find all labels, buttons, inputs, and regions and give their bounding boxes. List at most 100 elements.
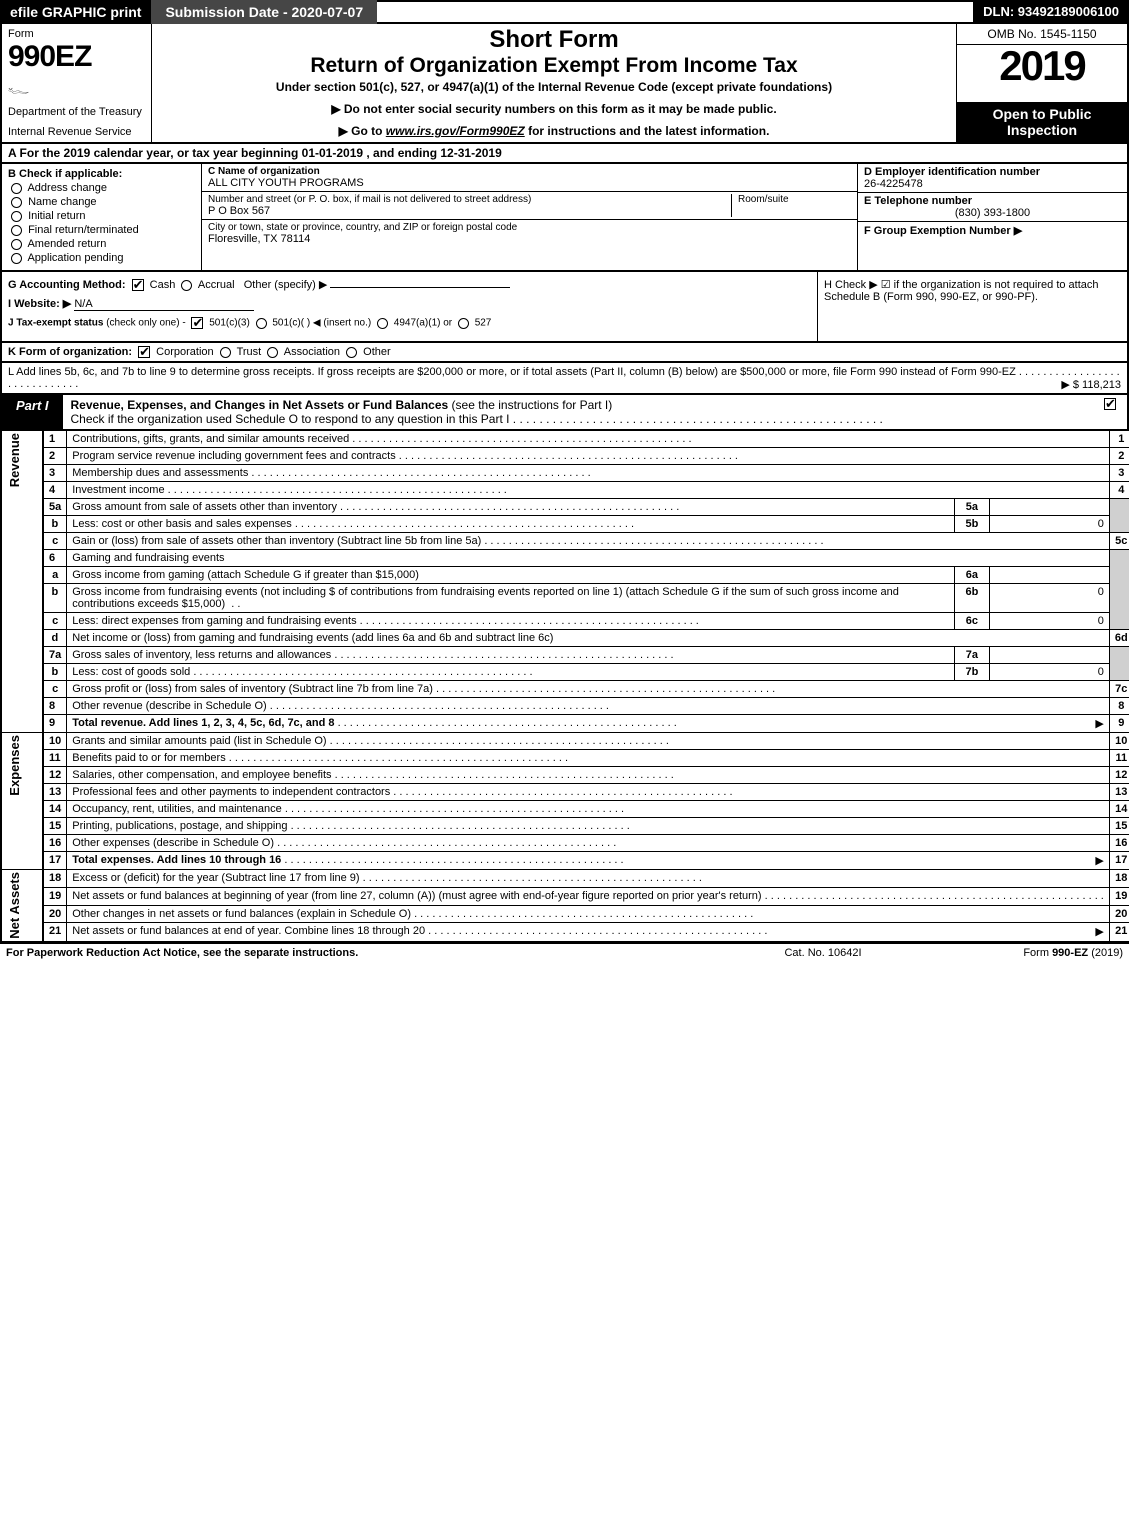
l-amount: ▶ $ 118,213 [1061, 378, 1121, 391]
line-box: 4 [1109, 482, 1129, 499]
g-other-input[interactable] [330, 287, 510, 288]
org-addr-block: Number and street (or P. O. box, if mail… [202, 192, 857, 220]
chk-amended-return[interactable]: Amended return [8, 238, 195, 250]
line-num: 15 [43, 818, 67, 835]
part1-title-block: Revenue, Expenses, and Changes in Net As… [63, 395, 1093, 429]
line-num: 9 [43, 715, 67, 733]
chk-name-change[interactable]: Name change [8, 196, 195, 208]
line-num: 19 [43, 887, 67, 905]
g-other-label: Other (specify) ▶ [244, 279, 328, 291]
col-c-org-info: C Name of organization ALL CITY YOUTH PR… [202, 164, 857, 270]
chk-accrual[interactable] [181, 280, 192, 291]
inner-box: 6a [954, 567, 989, 584]
line-desc: Program service revenue including govern… [67, 448, 1110, 465]
inner-value: 0 [989, 516, 1109, 533]
chk-association[interactable] [267, 347, 278, 358]
k-label: K Form of organization: [8, 346, 132, 358]
col-b-checkboxes: B Check if applicable: Address change Na… [2, 164, 202, 270]
row-h: H Check ▶ ☑ if the organization is not r… [817, 272, 1127, 341]
part1-header: Part I Revenue, Expenses, and Changes in… [0, 395, 1129, 431]
col-b-header: B Check if applicable: [8, 168, 195, 180]
part1-schedule-o-check[interactable] [1093, 395, 1127, 429]
line-desc: Gross profit or (loss) from sales of inv… [67, 681, 1110, 698]
line-desc: Benefits paid to or for members [67, 750, 1110, 767]
chk-4947[interactable] [377, 318, 388, 329]
g-cash-label: Cash [150, 279, 176, 291]
irs-link[interactable]: www.irs.gov/Form990EZ [386, 124, 525, 138]
chk-label: Amended return [27, 238, 106, 250]
line-num: c [43, 533, 67, 550]
form-label: Form [8, 28, 145, 40]
chk-527[interactable] [458, 318, 469, 329]
chk-trust[interactable] [220, 347, 231, 358]
j-note: (check only one) - [106, 318, 185, 329]
org-city-block: City or town, state or province, country… [202, 220, 857, 247]
chk-501c3[interactable] [191, 317, 203, 329]
inner-value: 0 [989, 584, 1109, 613]
tel-value: (830) 393-1800 [864, 207, 1121, 219]
j-501c3: 501(c)(3) [209, 318, 250, 329]
line-desc: Gross income from gaming (attach Schedul… [67, 567, 955, 584]
k-trust: Trust [237, 346, 262, 358]
chk-label: Initial return [28, 210, 85, 222]
line-box: 18 [1109, 870, 1129, 888]
line-box: 19 [1109, 887, 1129, 905]
line-desc: Less: direct expenses from gaming and fu… [67, 613, 955, 630]
line-desc: Gross amount from sale of assets other t… [67, 499, 955, 516]
expenses-section-label: Expenses [1, 733, 43, 870]
short-form-title: Short Form [160, 26, 948, 54]
line-num: 8 [43, 698, 67, 715]
line-box: 16 [1109, 835, 1129, 852]
chk-cash[interactable] [132, 279, 144, 291]
shaded-box [1109, 647, 1129, 681]
line-box: 9 [1109, 715, 1129, 733]
line-num: 4 [43, 482, 67, 499]
page-footer: For Paperwork Reduction Act Notice, see … [0, 942, 1129, 962]
line-box: 6d [1109, 630, 1129, 647]
k-assoc: Association [284, 346, 340, 358]
line-num: 21 [43, 923, 67, 942]
grp-label: F Group Exemption Number ▶ [864, 225, 1022, 237]
part1-tag: Part I [2, 395, 63, 429]
row-l: L Add lines 5b, 6c, and 7b to line 9 to … [0, 363, 1129, 395]
topbar-spacer [377, 0, 973, 24]
line-box: 3 [1109, 465, 1129, 482]
print-link[interactable]: print [110, 4, 141, 20]
chk-corporation[interactable] [138, 346, 150, 358]
line-desc: Salaries, other compensation, and employ… [67, 767, 1110, 784]
chk-final-return[interactable]: Final return/terminated [8, 224, 195, 236]
part1-table: Revenue 1 Contributions, gifts, grants, … [0, 431, 1129, 942]
chk-address-change[interactable]: Address change [8, 182, 195, 194]
line-desc: Excess or (deficit) for the year (Subtra… [67, 870, 1110, 888]
chk-other[interactable] [346, 347, 357, 358]
row-k: K Form of organization: Corporation Trus… [0, 343, 1129, 363]
inner-value [989, 647, 1109, 664]
line-desc: Professional fees and other payments to … [67, 784, 1110, 801]
header-left: Form 990EZ 𓆑 Department of the Treasury … [2, 24, 152, 142]
part1-note: (see the instructions for Part I) [452, 398, 613, 412]
header-right: OMB No. 1545-1150 2019 Open to Public In… [957, 24, 1127, 142]
line-desc: Net income or (loss) from gaming and fun… [67, 630, 1110, 647]
line-box: 10 [1109, 733, 1129, 750]
line-box: 7c [1109, 681, 1129, 698]
line-desc: Other expenses (describe in Schedule O) [67, 835, 1110, 852]
footer-left: For Paperwork Reduction Act Notice, see … [6, 947, 723, 959]
footer-formref: Form 990-EZ (2019) [923, 947, 1123, 959]
chk-label: Application pending [27, 252, 123, 264]
inner-value: 0 [989, 664, 1109, 681]
line-desc: Grants and similar amounts paid (list in… [67, 733, 1110, 750]
line-num: 14 [43, 801, 67, 818]
chk-initial-return[interactable]: Initial return [8, 210, 195, 222]
subtitle: Under section 501(c), 527, or 4947(a)(1)… [160, 80, 948, 94]
ein-value: 26-4225478 [864, 178, 1121, 190]
line-box: 12 [1109, 767, 1129, 784]
ein-label: D Employer identification number [864, 166, 1121, 178]
gh-left: G Accounting Method: Cash Accrual Other … [2, 272, 817, 341]
efile-label: efile GRAPHIC print [0, 0, 151, 24]
chk-501c[interactable] [256, 318, 267, 329]
chk-application-pending[interactable]: Application pending [8, 252, 195, 264]
inner-value [989, 567, 1109, 584]
org-name-label: C Name of organization [208, 166, 851, 177]
line-num: 11 [43, 750, 67, 767]
line-desc: Gaming and fundraising events [67, 550, 1110, 567]
